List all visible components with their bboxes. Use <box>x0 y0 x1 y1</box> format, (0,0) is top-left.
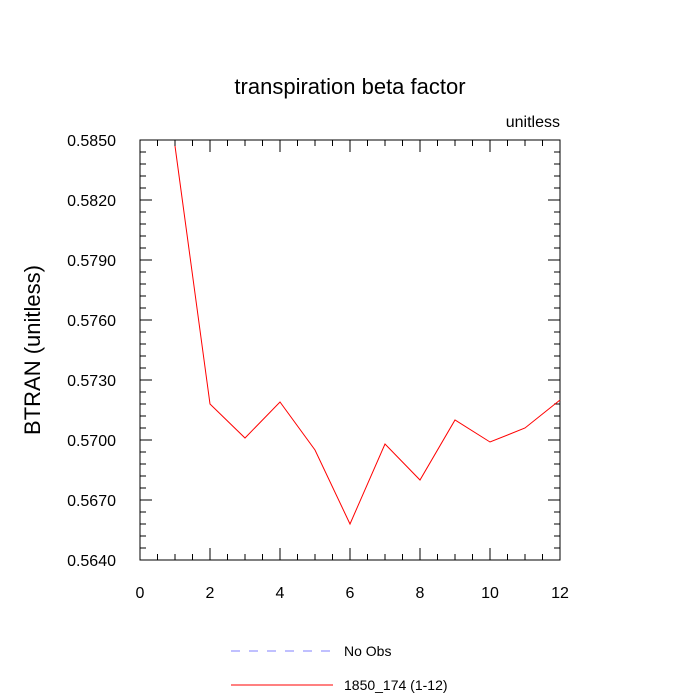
legend: No Obs 1850_174 (1-12) <box>231 643 448 693</box>
y-tick-label: 0.5820 <box>67 193 116 210</box>
legend-label: No Obs <box>344 643 391 659</box>
axes: 0 2 4 6 8 10 12 0.5640 0.5670 0.5700 0.5730 0.5760 0… <box>67 133 569 602</box>
y-axis-label: BTRAN (unitless) <box>20 265 45 435</box>
x-tick-label: 4 <box>276 585 285 602</box>
x-tick-label: 10 <box>481 585 499 602</box>
y-tick-label: 0.5790 <box>67 253 116 270</box>
x-tick-label: 2 <box>206 585 215 602</box>
y-tick-label: 0.5730 <box>67 373 116 390</box>
y-tick-label: 0.5640 <box>67 553 116 570</box>
x-tick-label: 6 <box>346 585 355 602</box>
y-tick-label: 0.5760 <box>67 313 116 330</box>
x-tick-label: 12 <box>551 585 569 602</box>
series-layer <box>174 145 561 526</box>
series-line <box>174 145 561 526</box>
chart-title: transpiration beta factor <box>234 74 465 99</box>
x-tick-label: 8 <box>416 585 425 602</box>
y-tick-label: 0.5700 <box>67 433 116 450</box>
y-tick-label: 0.5850 <box>67 133 116 150</box>
x-tick-label: 0 <box>136 585 145 602</box>
legend-label: 1850_174 (1-12) <box>344 677 448 693</box>
chart-subtitle: unitless <box>506 114 560 131</box>
y-tick-label: 0.5670 <box>67 493 116 510</box>
